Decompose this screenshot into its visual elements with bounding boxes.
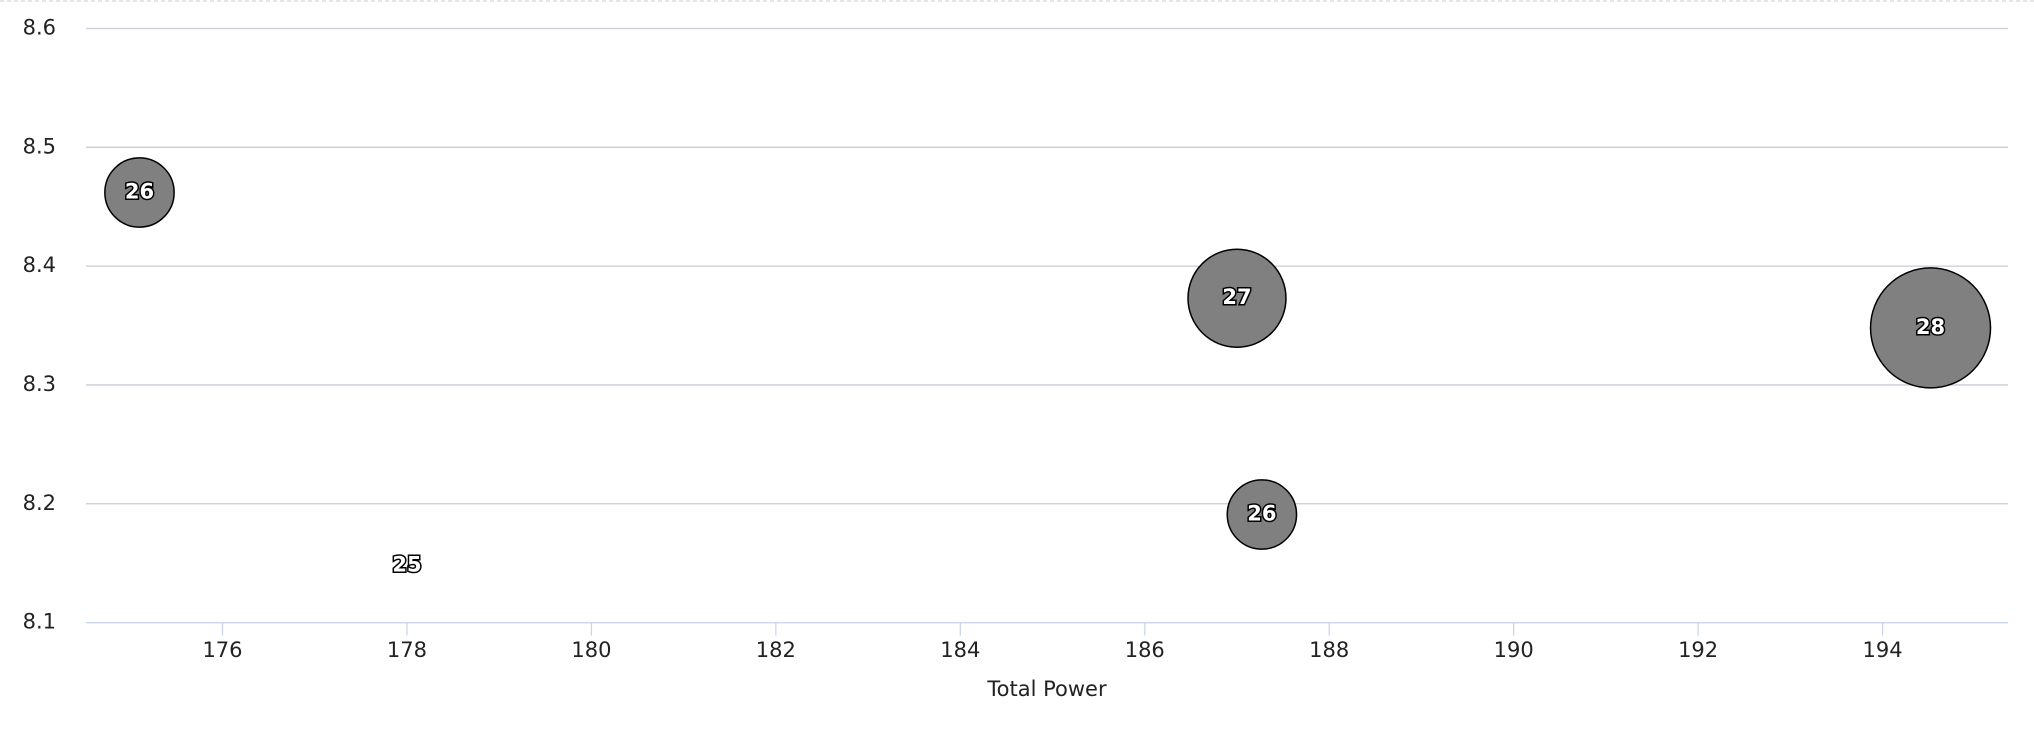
y-tick-label: 8.2 (23, 491, 56, 515)
y-tick-label: 8.4 (23, 253, 56, 277)
y-tick-label: 8.3 (23, 372, 56, 396)
y-tick-label: 8.1 (23, 610, 56, 634)
bubble (1187, 248, 1287, 348)
bubble (104, 157, 175, 228)
bubble-label: 26 (1247, 501, 1276, 525)
x-tick-label: 194 (1863, 638, 1903, 662)
y-tick-label: 8.5 (23, 134, 56, 158)
x-tick-label: 182 (756, 638, 796, 662)
bubble-label: 28 (1916, 315, 1945, 339)
x-tick-label: 180 (571, 638, 611, 662)
x-tick-label: 184 (940, 638, 980, 662)
bubble (1226, 479, 1298, 550)
bubble-label: 27 (1222, 285, 1251, 309)
x-tick-label: 192 (1678, 638, 1718, 662)
x-tick-label: 178 (387, 638, 427, 662)
x-tick-label: 176 (202, 638, 242, 662)
bubble-label: 26 (125, 179, 154, 203)
y-tick-label: 8.6 (23, 16, 56, 40)
x-tick-label: 188 (1309, 638, 1349, 662)
x-tick-label: 186 (1125, 638, 1165, 662)
x-tick-label: 190 (1494, 638, 1534, 662)
bubble (1869, 267, 1992, 389)
bubble-label: 25 (392, 553, 421, 577)
x-axis-title: Total Power (986, 677, 1107, 701)
